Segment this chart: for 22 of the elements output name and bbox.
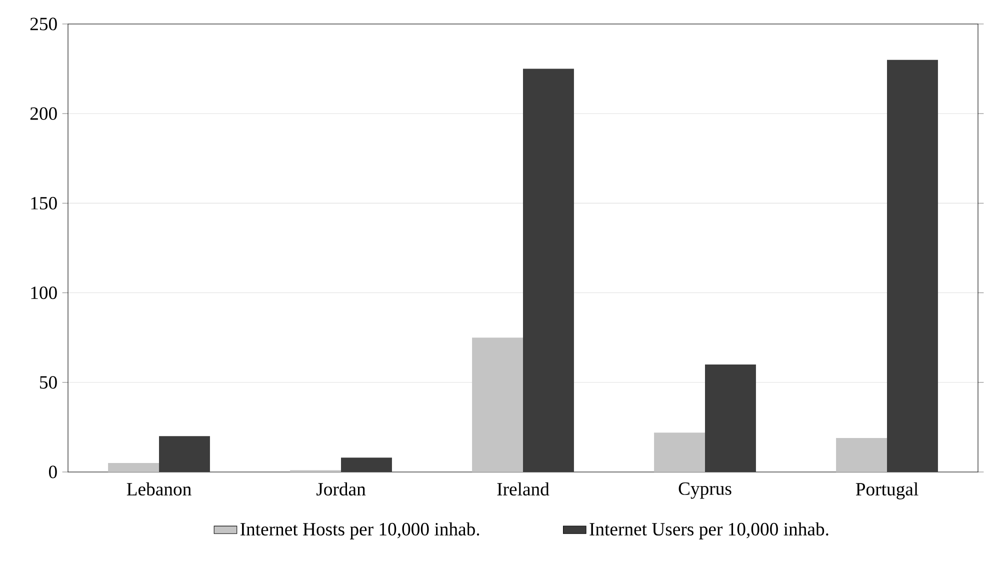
x-tick-label: Lebanon xyxy=(126,482,192,496)
y-tick-label: 0 xyxy=(48,466,57,478)
bar xyxy=(886,60,938,472)
y-tick-label: 200 xyxy=(30,107,57,120)
x-tick-label: Cyprus xyxy=(678,482,732,499)
bar xyxy=(472,338,523,472)
bar xyxy=(836,438,887,472)
x-tick-label: Jordan xyxy=(316,482,366,496)
bar xyxy=(159,436,210,472)
x-tick-label: Portugal xyxy=(856,482,918,500)
y-tick-label: 250 xyxy=(30,18,57,30)
bar xyxy=(108,463,160,472)
y-tick-label: 100 xyxy=(31,286,57,300)
bar xyxy=(705,364,756,472)
y-tick-label: 50 xyxy=(40,376,57,389)
y-tick-label: 150 xyxy=(31,196,57,210)
legend-label: Internet Users per 10,000 inhab. xyxy=(590,522,828,540)
x-tick-label: Ireland xyxy=(497,482,550,496)
legend-label: Internet Hosts per 10,000 inhab. xyxy=(240,522,480,540)
bar xyxy=(523,68,574,472)
bar xyxy=(654,432,705,472)
bar xyxy=(341,458,392,472)
